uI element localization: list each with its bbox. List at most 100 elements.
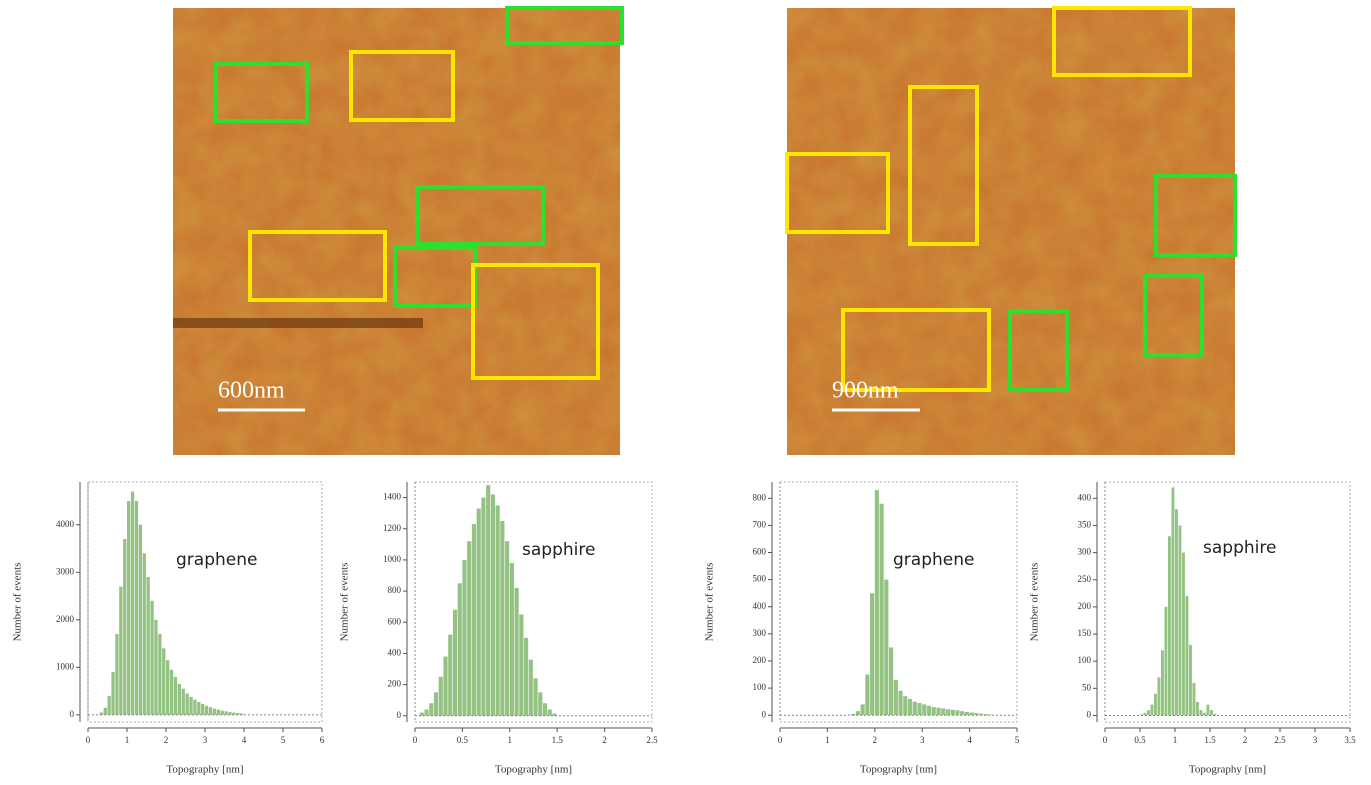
bar (170, 670, 173, 715)
bar (510, 563, 514, 716)
y-tick-label: 400 (753, 601, 767, 611)
y-tick-label: 250 (1078, 574, 1092, 584)
bar (111, 672, 114, 715)
bar (1168, 536, 1171, 715)
annotation: sapphire (522, 540, 595, 560)
bar (1186, 596, 1189, 715)
y-tick-label: 400 (388, 647, 402, 657)
x-tick-label: 1.5 (1204, 735, 1216, 745)
bar (856, 711, 860, 715)
bar (1182, 553, 1185, 716)
bar (524, 638, 528, 716)
bar (955, 710, 959, 715)
y-tick-label: 400 (1078, 492, 1092, 502)
y-tick-label: 3000 (56, 566, 75, 576)
y-tick-label: 200 (1078, 601, 1092, 611)
bar (467, 541, 471, 716)
bar (865, 675, 869, 716)
bar (1158, 677, 1161, 715)
bar (496, 505, 500, 715)
x-tick-label: 1 (125, 735, 130, 745)
x-tick-label: 1 (825, 735, 830, 745)
y-tick-label: 700 (753, 519, 767, 529)
bar (213, 709, 216, 715)
y-tick-label: 200 (753, 655, 767, 665)
bar (143, 553, 146, 715)
bar (894, 680, 898, 715)
bar (472, 524, 476, 716)
x-tick-label: 0 (778, 735, 783, 745)
bar (486, 485, 490, 716)
bar (529, 660, 533, 716)
bar (127, 501, 130, 715)
x-tick-label: 2.5 (646, 735, 658, 745)
x-axis-label: Topography [nm] (1189, 764, 1266, 776)
y-tick-label: 1000 (383, 554, 402, 564)
bar (189, 697, 192, 715)
bar (221, 711, 224, 715)
bar (880, 504, 884, 716)
bar (519, 614, 523, 715)
bar (131, 492, 134, 715)
bar (1151, 705, 1154, 716)
x-axis-label: Topography [nm] (495, 764, 572, 776)
x-axis-label: Topography [nm] (166, 764, 243, 776)
x-tick-label: 3 (203, 735, 208, 745)
y-axis-label: Number of events (1029, 563, 1041, 642)
bar (481, 498, 485, 716)
bar (150, 601, 153, 715)
annotation: graphene (176, 550, 257, 570)
y-tick-label: 300 (753, 628, 767, 638)
bar (424, 710, 428, 716)
x-tick-label: 0.5 (1134, 735, 1146, 745)
bar (1210, 710, 1213, 715)
x-tick-label: 2 (164, 735, 169, 745)
bar (543, 703, 547, 715)
bar (946, 709, 950, 715)
x-tick-label: 5 (281, 735, 286, 745)
bar (458, 583, 462, 715)
bar (135, 501, 138, 715)
plot-frame (780, 482, 1017, 722)
bar (443, 657, 447, 716)
x-tick-label: 5 (1015, 735, 1020, 745)
x-tick-label: 0.5 (457, 735, 469, 745)
bar (1193, 683, 1196, 716)
y-axis-label: Number of events (12, 563, 24, 642)
bar (515, 588, 519, 716)
bar (119, 587, 122, 715)
bar (197, 702, 200, 715)
y-tick-label: 0 (70, 709, 75, 719)
bar (884, 580, 888, 716)
x-tick-label: 3 (1313, 735, 1318, 745)
y-tick-label: 1000 (56, 661, 75, 671)
bar (209, 707, 212, 715)
bar (534, 678, 538, 715)
bar (217, 710, 220, 715)
bar (951, 710, 955, 715)
y-tick-label: 0 (1087, 710, 1092, 720)
bar (913, 702, 917, 716)
bar (166, 660, 169, 715)
x-tick-label: 4 (967, 735, 972, 745)
bar (158, 634, 161, 715)
x-axis-label: Topography [nm] (860, 764, 937, 776)
bar (917, 703, 921, 715)
bar (922, 704, 926, 715)
bar (941, 708, 945, 715)
bar (936, 708, 940, 716)
bar (201, 704, 204, 715)
bar (1172, 487, 1175, 715)
y-tick-label: 2000 (56, 614, 75, 624)
bar (104, 708, 107, 715)
bar (927, 706, 931, 715)
bar (908, 699, 912, 715)
bar (115, 634, 118, 715)
bar (453, 610, 457, 716)
y-tick-label: 1200 (383, 523, 402, 533)
bar (870, 593, 874, 715)
x-tick-label: 0 (413, 735, 418, 745)
x-tick-label: 3 (920, 735, 925, 745)
y-tick-label: 200 (388, 679, 402, 689)
y-tick-label: 600 (753, 547, 767, 557)
